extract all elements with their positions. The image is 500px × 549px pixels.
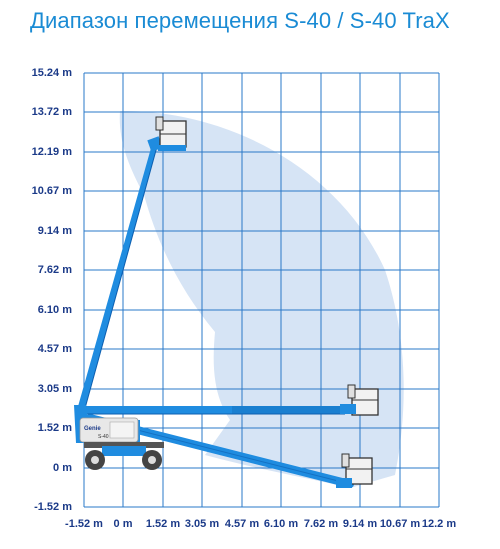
model-label: S-40 <box>98 434 109 440</box>
y-tick-label: 1.52 m <box>37 422 72 434</box>
wheel-icon <box>142 450 162 470</box>
y-tick-label: 13.72 m <box>31 106 72 118</box>
page-title: Диапазон перемещения S-40 / S-40 TraX <box>30 8 450 33</box>
y-tick-label: -1.52 m <box>34 501 72 513</box>
working-envelope <box>119 110 404 488</box>
machine-chassis <box>74 405 164 456</box>
x-tick-label: -1.52 m <box>65 518 103 530</box>
y-tick-label: 15.24 m <box>31 67 72 79</box>
brand-label: Genie <box>84 426 101 432</box>
x-tick-label: 4.57 m <box>224 518 260 530</box>
platform-lowered <box>336 453 373 488</box>
y-tick-label: 9.14 m <box>37 225 72 237</box>
y-tick-label: 0 m <box>53 462 72 474</box>
y-tick-label: 12.19 m <box>31 146 72 158</box>
x-tick-label: 10.67 m <box>379 518 421 530</box>
platform-top <box>155 116 187 151</box>
platform-horizontal <box>340 384 379 416</box>
y-tick-label: 10.67 m <box>31 185 72 197</box>
x-tick-label: 9.14 m <box>342 518 378 530</box>
x-tick-label: 12.2 m <box>421 518 457 530</box>
y-tick-label: 4.57 m <box>37 343 72 355</box>
y-tick-label: 7.62 m <box>37 264 72 276</box>
x-tick-label: 6.10 m <box>263 518 299 530</box>
boom-horizontal <box>80 406 345 415</box>
grid <box>83 72 440 508</box>
wheel-icon <box>85 450 105 470</box>
x-tick-label: 7.62 m <box>303 518 339 530</box>
y-tick-label: 6.10 m <box>37 304 72 316</box>
x-tick-label: 0 m <box>113 518 133 530</box>
x-tick-label: 1.52 m <box>145 518 181 530</box>
x-tick-label: 3.05 m <box>184 518 220 530</box>
y-tick-label: 3.05 m <box>37 383 72 395</box>
